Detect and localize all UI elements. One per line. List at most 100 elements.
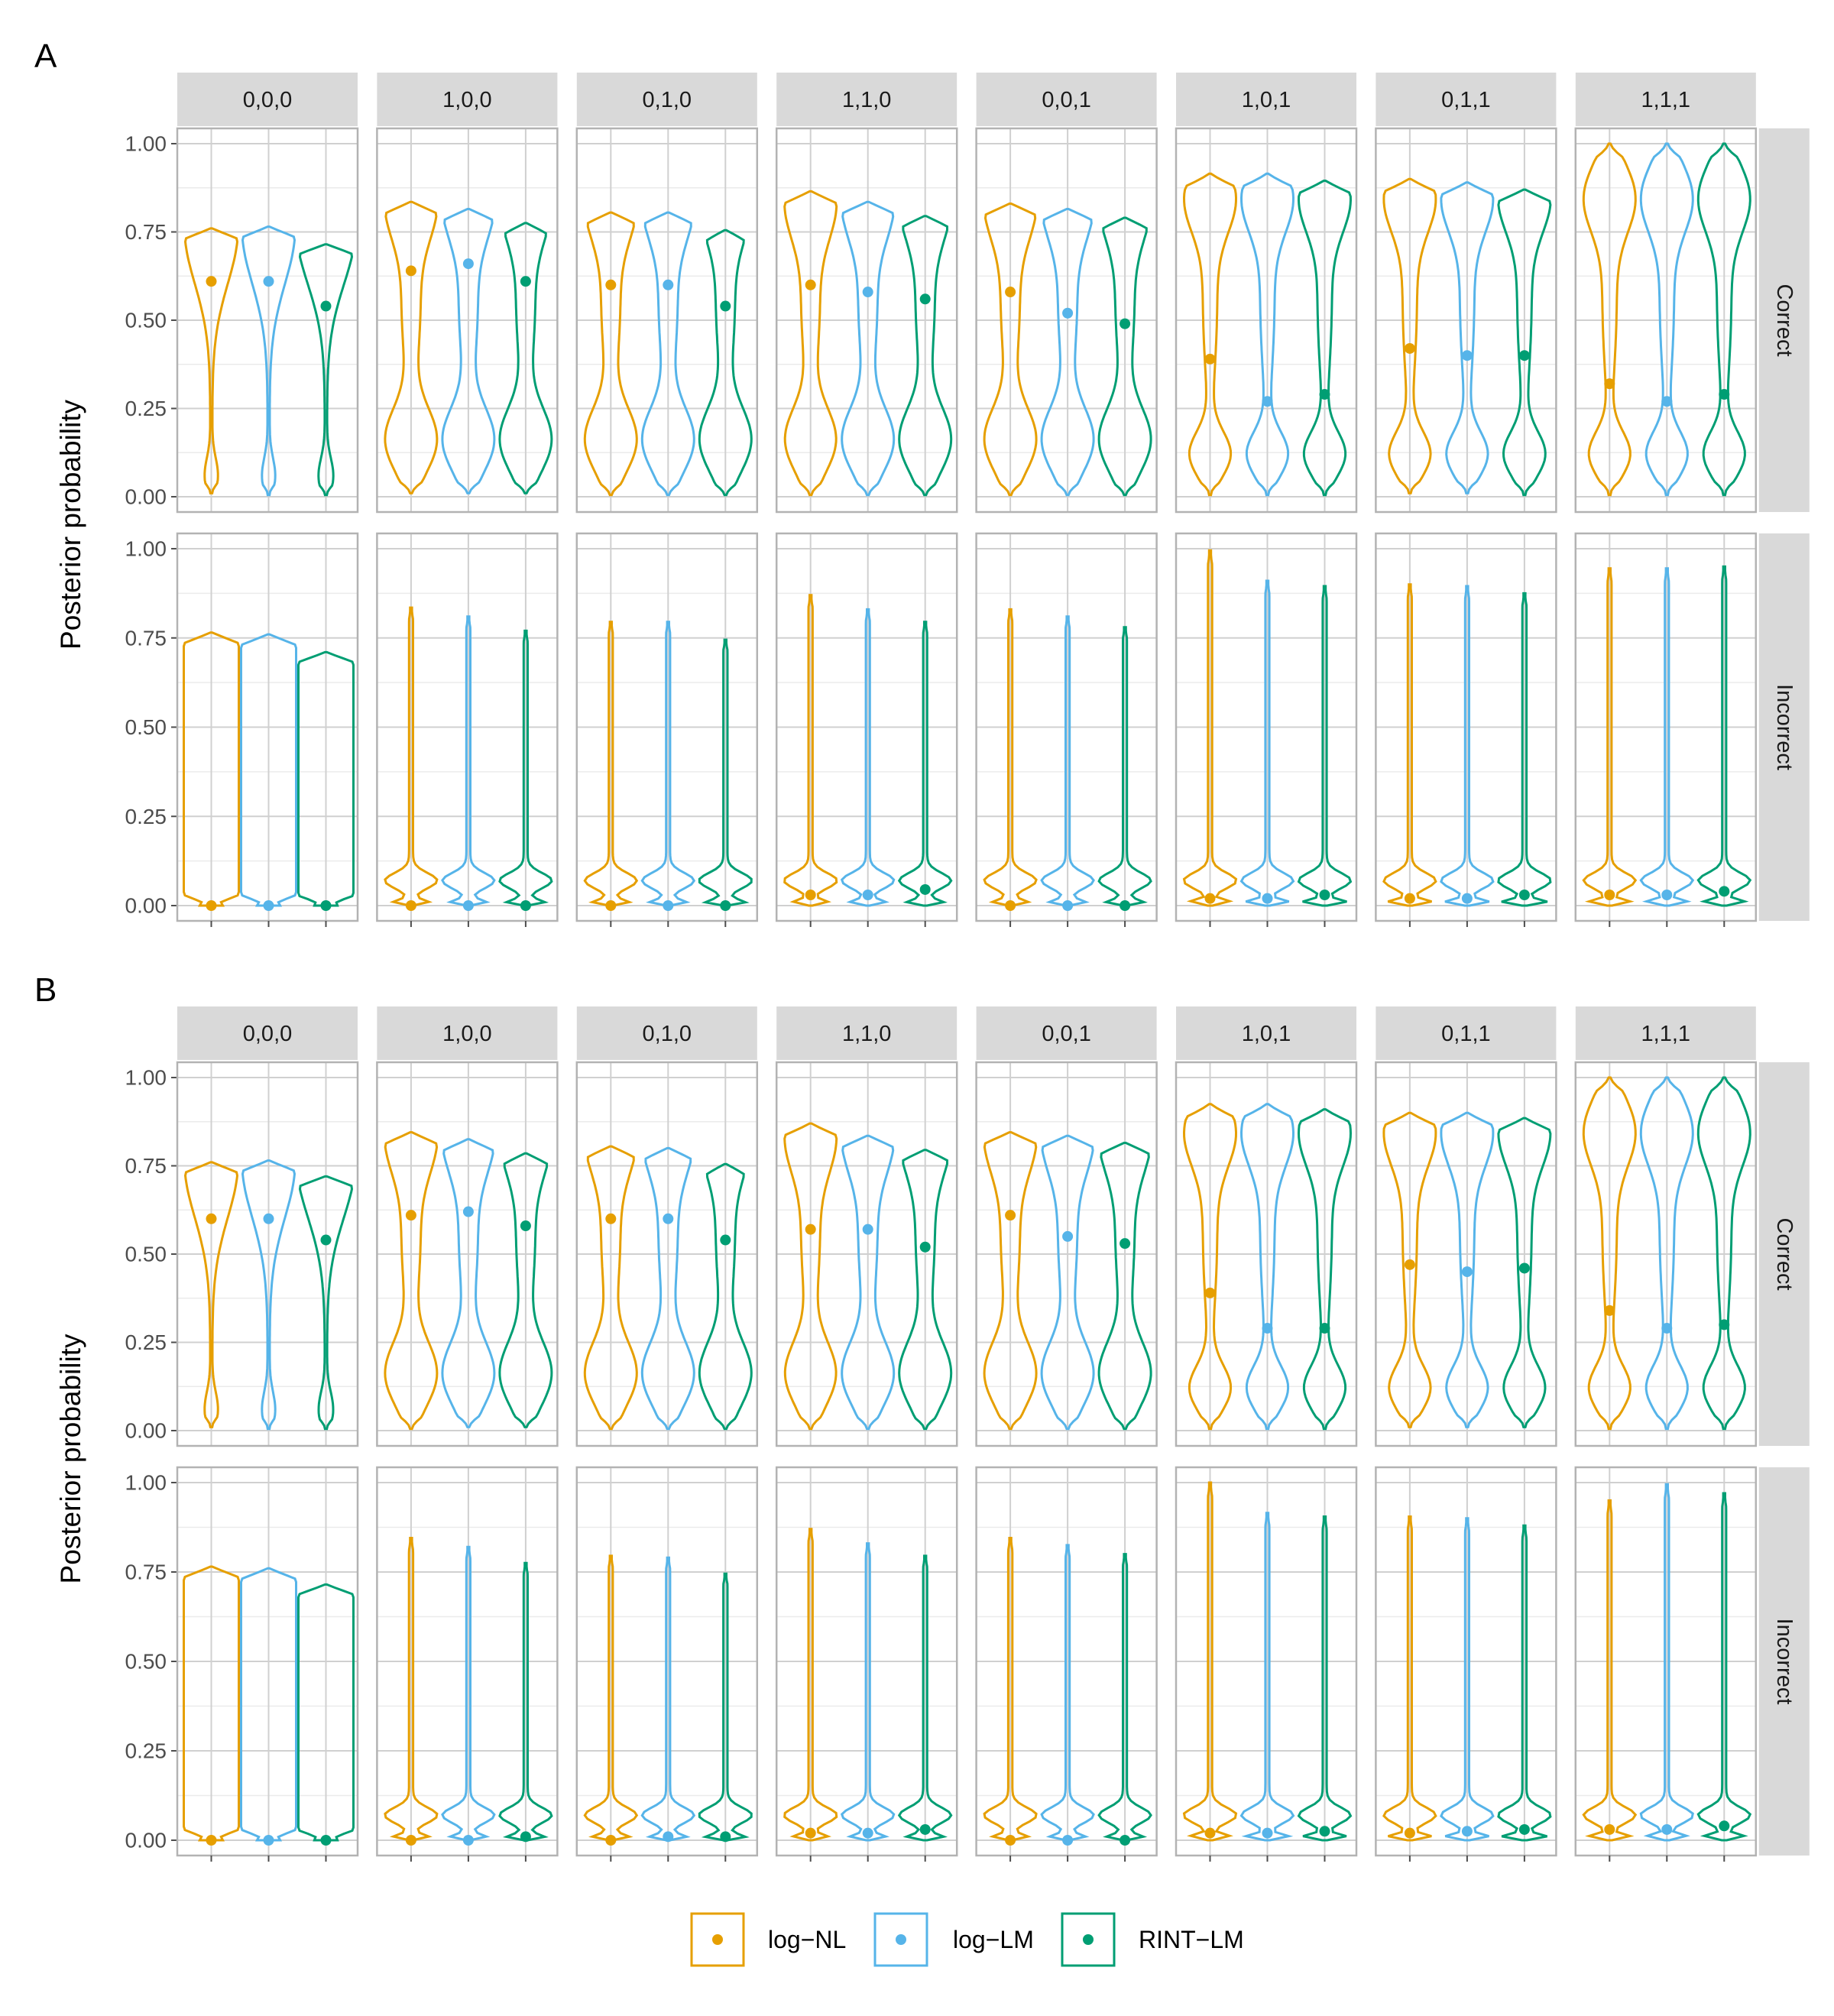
panel-border: [575, 1466, 759, 1857]
mean-point: [605, 279, 617, 290]
violin-shape: [1497, 592, 1552, 907]
mean-point: [1461, 1266, 1473, 1278]
violin-shape: [1696, 1492, 1752, 1842]
violin-shape: [183, 1161, 239, 1428]
mean-point: [263, 900, 274, 911]
violin-shape: [698, 229, 753, 497]
mean-point: [1062, 1230, 1074, 1242]
panel-border: [1574, 532, 1758, 922]
violin-shape: [1696, 565, 1752, 907]
mean-point: [1404, 893, 1415, 904]
mean-point: [1005, 287, 1016, 298]
violin-shape: [983, 1537, 1038, 1842]
mean-point: [862, 889, 873, 900]
mean-point: [520, 900, 531, 911]
strip-label: Incorrect: [1772, 684, 1797, 770]
y-tick-label: 0.50: [125, 1650, 167, 1674]
violin-shape: [583, 1554, 639, 1842]
violin-shape: [1382, 1515, 1437, 1842]
y-tick-label: 1.00: [125, 132, 167, 156]
violin-shape: [240, 1567, 297, 1842]
mean-point: [263, 1213, 274, 1224]
mean-point: [1604, 1823, 1615, 1835]
mean-point: [1661, 396, 1673, 407]
violin-shape: [1497, 1524, 1552, 1842]
violin-shape: [640, 1146, 695, 1431]
panel-border: [975, 1466, 1158, 1857]
mean-point: [1404, 342, 1415, 354]
mean-point: [805, 889, 816, 900]
panel-border: [1574, 1466, 1758, 1857]
strip-label: 1,0,0: [442, 88, 492, 112]
violin-shape: [1696, 1076, 1751, 1431]
mean-point: [1461, 893, 1473, 904]
violin-shape: [1040, 208, 1095, 497]
strip-label: 0,1,1: [1441, 1022, 1491, 1046]
mean-point: [1120, 1835, 1131, 1846]
mean-point: [1661, 1823, 1673, 1835]
violin-shape: [384, 606, 439, 907]
panel-border: [975, 1061, 1158, 1447]
mean-point: [1005, 1835, 1016, 1846]
panel-border: [775, 1061, 958, 1447]
violin-shape: [841, 200, 896, 497]
mean-point: [1120, 1238, 1131, 1249]
mean-point: [1404, 1827, 1415, 1839]
mean-point: [1461, 1826, 1473, 1837]
violin-shape: [897, 621, 953, 907]
panel-border: [376, 1061, 559, 1447]
mean-point: [1319, 389, 1330, 400]
strip-label: Incorrect: [1772, 1619, 1797, 1705]
strip-column: [1575, 73, 1756, 126]
mean-point: [805, 279, 816, 290]
violin-shape: [840, 1542, 896, 1842]
mean-point: [1005, 1210, 1016, 1221]
violin-shape: [441, 208, 496, 494]
y-tick-label: 1.00: [125, 1066, 167, 1090]
mean-point: [1604, 1305, 1615, 1316]
panel-border: [1375, 1466, 1557, 1857]
y-tick-label: 0.25: [125, 805, 167, 828]
strip-column: [1176, 73, 1356, 126]
y-tick-label: 0.75: [125, 626, 167, 650]
y-tick-label: 0.00: [125, 894, 167, 918]
mean-point: [462, 258, 474, 270]
y-tick-label: 0.75: [125, 1561, 167, 1584]
mean-point: [663, 1213, 674, 1224]
violin-shape: [1696, 142, 1751, 497]
mean-point: [1005, 900, 1016, 911]
violin-shape: [384, 1131, 439, 1431]
panel-border: [975, 127, 1158, 514]
strip-label: 1,0,0: [442, 1022, 492, 1046]
mean-point: [1661, 1323, 1673, 1334]
mean-point: [1062, 900, 1074, 911]
strip-row: [1758, 1062, 1810, 1446]
y-axis-title: Posterior probability: [55, 400, 86, 650]
strip-label: 0,0,0: [243, 88, 293, 112]
mean-point: [862, 1827, 873, 1839]
mean-point: [320, 900, 332, 911]
mean-point: [720, 900, 731, 911]
mean-point: [1719, 886, 1730, 897]
violin-shape: [1097, 216, 1152, 497]
strip-column: [576, 1006, 757, 1060]
violin-shape: [783, 1528, 838, 1842]
violin-shape: [441, 615, 496, 907]
legend-key-point: [1083, 1934, 1094, 1945]
violin-shape: [1182, 172, 1238, 497]
legend-label: log−LM: [953, 1926, 1034, 1953]
panel-border: [176, 1061, 359, 1447]
strip-column: [377, 1006, 558, 1060]
strip-label: Correct: [1772, 1217, 1797, 1290]
strip-label: 0,1,0: [643, 1022, 692, 1046]
mean-point: [206, 900, 217, 911]
y-tick-label: 0.25: [125, 397, 167, 420]
mean-point: [720, 1831, 731, 1843]
violin-shape: [983, 203, 1038, 497]
mean-point: [405, 1210, 416, 1221]
violin-shape: [384, 200, 439, 494]
mean-point: [1518, 889, 1530, 900]
panel-border: [575, 1061, 759, 1447]
violin-shape: [1639, 567, 1695, 907]
violin-shape: [698, 1162, 753, 1431]
